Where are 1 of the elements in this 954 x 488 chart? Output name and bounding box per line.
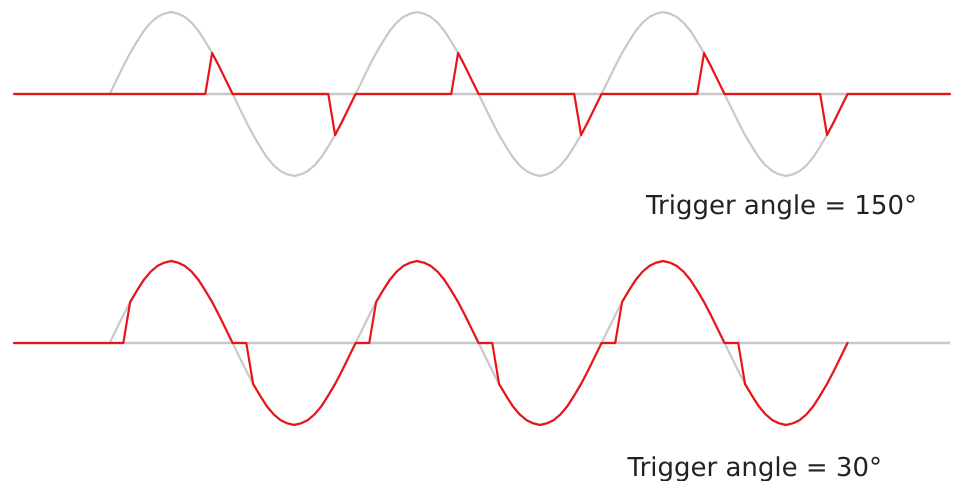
text: Trigger angle = 150°	[644, 191, 917, 221]
